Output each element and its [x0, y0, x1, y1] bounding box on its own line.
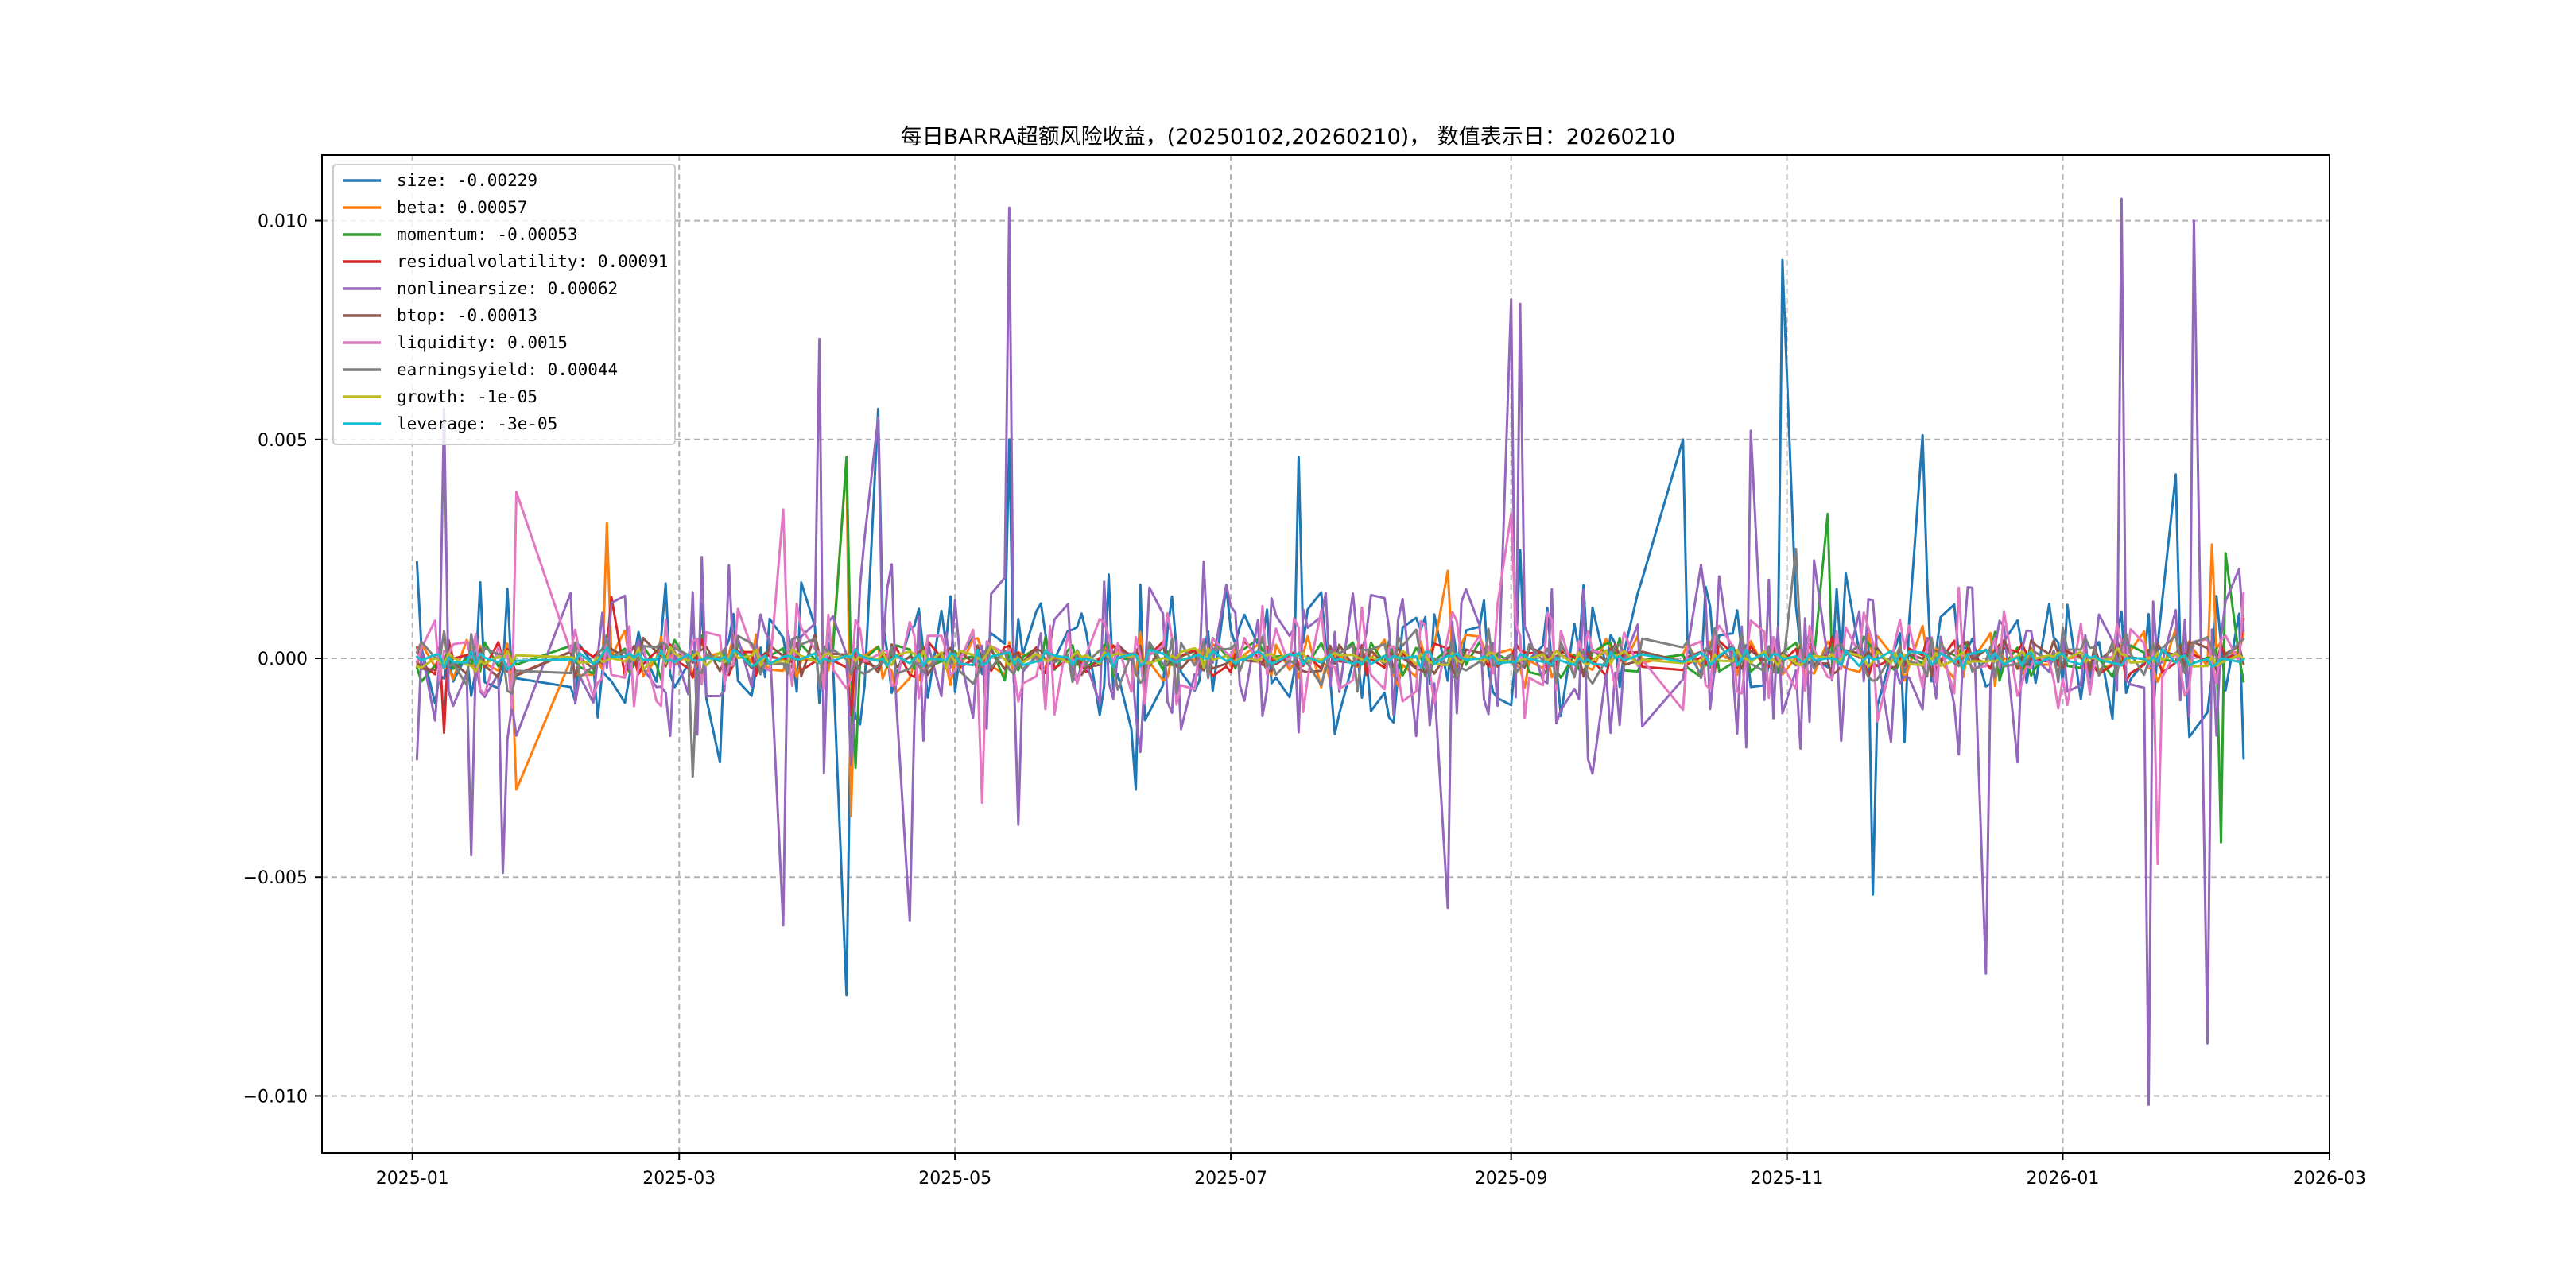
- y-tick-label: −0.010: [243, 1087, 308, 1107]
- plot-frame: [321, 154, 2330, 1154]
- y-tick-label: 0.010: [258, 212, 308, 232]
- x-tick-label: 2025-09: [1475, 1169, 1548, 1189]
- y-tick-label: 0.000: [258, 650, 308, 669]
- legend-label: btop: -0.00013: [397, 306, 537, 325]
- chart-title: 每日BARRA超额风险收益，(20250102,20260210)， 数值表示日…: [900, 125, 1676, 149]
- legend-label: leverage: -3e-05: [397, 414, 557, 433]
- x-tick-label: 2026-01: [2027, 1169, 2100, 1189]
- legend-label: liquidity: 0.0015: [397, 333, 568, 352]
- legend: size: -0.00229 beta: 0.00057 momentum: -0.…: [332, 164, 676, 445]
- x-tick-label: 2025-05: [918, 1169, 991, 1189]
- legend-box: [332, 164, 676, 445]
- x-tick-label: 2025-11: [1751, 1169, 1824, 1189]
- x-tick-label: 2025-03: [642, 1169, 716, 1189]
- legend-label: earningsyield: 0.00044: [397, 360, 618, 379]
- series-layer: [415, 197, 2245, 1106]
- legend-label: momentum: -0.00053: [397, 225, 578, 244]
- y-tick-label: −0.005: [243, 868, 308, 888]
- y-tick-label: 0.005: [258, 431, 308, 451]
- legend-label: size: -0.00229: [397, 171, 537, 190]
- x-tick-label: 2025-01: [376, 1169, 449, 1189]
- legend-label: nonlinearsize: 0.00062: [397, 279, 618, 298]
- axis-layer: 2025-01 2025-03 2025-05 2025-07 2025-09 2025-…: [243, 212, 2366, 1189]
- x-tick-label: 2026-03: [2293, 1169, 2366, 1189]
- series-line: [415, 646, 2245, 671]
- legend-label: residualvolatility: 0.00091: [397, 252, 668, 271]
- legend-label: growth: -1e-05: [397, 387, 537, 406]
- x-tick-label: 2025-07: [1194, 1169, 1267, 1189]
- legend-label: beta: 0.00057: [397, 198, 527, 217]
